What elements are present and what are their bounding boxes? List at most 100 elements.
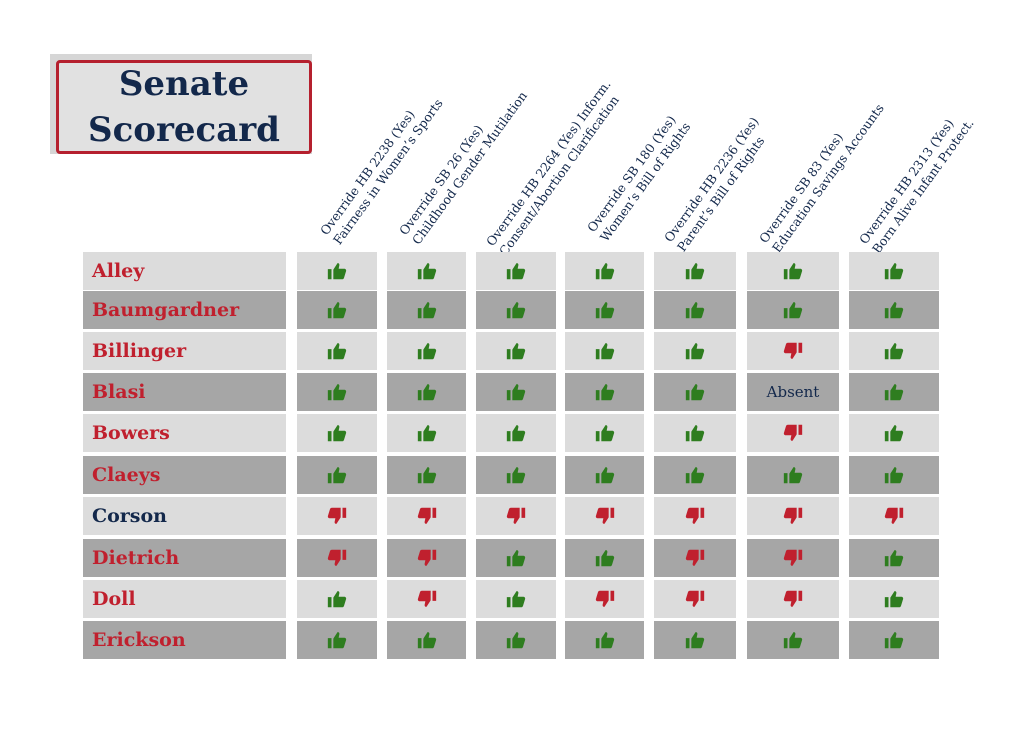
thumbs-up-icon — [594, 629, 616, 651]
vote-cell — [387, 291, 466, 329]
thumbs-up-icon — [684, 299, 706, 321]
thumbs-up-icon — [416, 340, 438, 362]
thumbs-up-icon — [684, 629, 706, 651]
vote-cell — [387, 252, 466, 290]
thumbs-up-icon — [326, 340, 348, 362]
vote-cell — [297, 539, 377, 577]
vote-cell — [476, 252, 556, 290]
thumbs-up-icon — [505, 547, 527, 569]
vote-cell — [654, 373, 736, 411]
thumbs-up-icon — [326, 588, 348, 610]
vote-cell — [297, 456, 377, 494]
thumbs-up-icon — [883, 381, 905, 403]
thumbs-down-icon — [505, 505, 527, 527]
vote-cell — [849, 580, 939, 618]
vote-cell: Absent — [747, 373, 839, 411]
thumbs-down-icon — [326, 547, 348, 569]
thumbs-up-icon — [782, 260, 804, 282]
vote-cell — [387, 373, 466, 411]
senator-name: Claeys — [83, 456, 286, 494]
thumbs-up-icon — [416, 422, 438, 444]
vote-cell — [297, 291, 377, 329]
senator-name: Doll — [83, 580, 286, 618]
vote-cell — [747, 456, 839, 494]
thumbs-up-icon — [505, 381, 527, 403]
thumbs-down-icon — [416, 505, 438, 527]
thumbs-up-icon — [326, 629, 348, 651]
vote-cell — [849, 291, 939, 329]
thumbs-down-icon — [684, 547, 706, 569]
thumbs-down-icon — [782, 505, 804, 527]
vote-cell — [476, 373, 556, 411]
vote-cell — [654, 414, 736, 452]
vote-cell — [565, 539, 644, 577]
vote-cell — [747, 252, 839, 290]
thumbs-down-icon — [416, 588, 438, 610]
thumbs-up-icon — [883, 547, 905, 569]
vote-cell — [297, 373, 377, 411]
vote-cell — [565, 580, 644, 618]
column-header-bill: Override SB 83 (Yes) — [756, 129, 846, 246]
thumbs-up-icon — [883, 340, 905, 362]
vote-cell — [565, 291, 644, 329]
thumbs-up-icon — [416, 464, 438, 486]
vote-cell — [476, 580, 556, 618]
vote-cell — [849, 332, 939, 370]
vote-cell — [849, 373, 939, 411]
thumbs-up-icon — [505, 340, 527, 362]
vote-cell — [565, 456, 644, 494]
thumbs-up-icon — [883, 629, 905, 651]
vote-cell — [387, 539, 466, 577]
vote-cell — [476, 621, 556, 659]
thumbs-down-icon — [782, 422, 804, 444]
vote-cell — [297, 497, 377, 535]
vote-cell — [654, 539, 736, 577]
senator-name: Baumgardner — [83, 291, 286, 329]
senator-name: Blasi — [83, 373, 286, 411]
vote-cell — [297, 252, 377, 290]
vote-cell — [297, 332, 377, 370]
vote-cell — [297, 414, 377, 452]
vote-cell — [565, 414, 644, 452]
thumbs-up-icon — [684, 422, 706, 444]
thumbs-down-icon — [782, 340, 804, 362]
thumbs-up-icon — [594, 547, 616, 569]
senator-name: Alley — [83, 252, 286, 290]
vote-cell — [747, 414, 839, 452]
thumbs-up-icon — [594, 260, 616, 282]
senator-name: Bowers — [83, 414, 286, 452]
vote-cell — [654, 456, 736, 494]
thumbs-up-icon — [326, 422, 348, 444]
thumbs-down-icon — [782, 547, 804, 569]
vote-cell — [565, 373, 644, 411]
vote-cell — [297, 621, 377, 659]
vote-cell — [387, 580, 466, 618]
thumbs-up-icon — [594, 340, 616, 362]
vote-cell — [476, 414, 556, 452]
vote-cell — [654, 580, 736, 618]
thumbs-up-icon — [505, 588, 527, 610]
vote-cell — [565, 497, 644, 535]
thumbs-up-icon — [684, 381, 706, 403]
thumbs-down-icon — [684, 505, 706, 527]
senator-name: Corson — [83, 497, 286, 535]
thumbs-up-icon — [326, 260, 348, 282]
thumbs-up-icon — [505, 464, 527, 486]
thumbs-up-icon — [883, 588, 905, 610]
vote-cell — [849, 414, 939, 452]
senator-name: Erickson — [83, 621, 286, 659]
vote-cell — [654, 291, 736, 329]
vote-cell — [387, 497, 466, 535]
vote-cell — [565, 252, 644, 290]
vote-cell — [747, 497, 839, 535]
title-line-1: Senate — [118, 64, 250, 104]
thumbs-up-icon — [684, 464, 706, 486]
thumbs-down-icon — [883, 505, 905, 527]
thumbs-up-icon — [594, 381, 616, 403]
vote-cell — [387, 332, 466, 370]
thumbs-up-icon — [782, 464, 804, 486]
thumbs-up-icon — [883, 422, 905, 444]
vote-cell — [747, 621, 839, 659]
vote-cell — [849, 621, 939, 659]
column-header-7: Override HB 2313 (Yes) Born Alive Infant … — [856, 0, 1024, 257]
